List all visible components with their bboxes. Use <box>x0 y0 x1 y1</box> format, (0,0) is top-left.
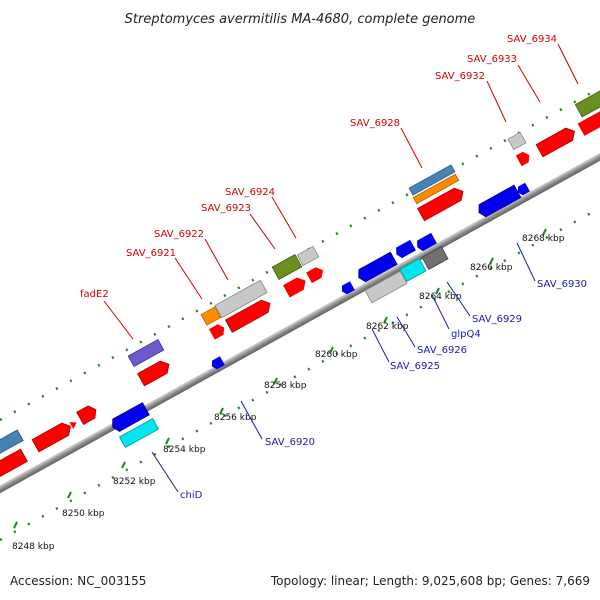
gene-label-sav6922[interactable]: SAV_6922 <box>154 229 204 240</box>
feature-blue-sav6926b[interactable] <box>414 232 437 253</box>
feature-gray-sav6925[interactable] <box>364 270 408 304</box>
tick-label: 8250 kbp <box>62 509 105 519</box>
feature-orange-sav6921[interactable] <box>200 306 222 326</box>
tick-label: 8256 kbp <box>214 413 257 423</box>
map-title: Streptomyces avermitilis MA-4680, comple… <box>125 12 476 27</box>
feature-red-sav6923[interactable] <box>224 297 273 333</box>
gene-label-sav6926[interactable]: SAV_6926 <box>417 345 467 356</box>
feature-olive-sav6924[interactable] <box>271 254 303 280</box>
feature-red-sav6921[interactable] <box>208 322 227 340</box>
feature-purple-fade2[interactable] <box>127 338 165 368</box>
gene-label-sav6925[interactable]: SAV_6925 <box>390 361 440 372</box>
feature-blue-sav6925[interactable] <box>355 251 398 284</box>
tick-label: 8248 kbp <box>12 542 55 552</box>
feature-red-6924a[interactable] <box>282 275 309 298</box>
gene-label-glpq4[interactable]: glpQ4 <box>451 329 481 340</box>
feature-red-2[interactable] <box>31 420 74 453</box>
gene-label-sav6933[interactable]: SAV_6933 <box>467 54 517 65</box>
feature-red-sav6928[interactable] <box>417 185 467 222</box>
feature-red-6924b[interactable] <box>306 265 326 284</box>
gene-label-chid[interactable]: chiD <box>180 490 203 501</box>
feature-blue-sav6926a[interactable] <box>393 239 416 260</box>
feature-steelblue-left[interactable] <box>0 429 24 455</box>
feature-blue-small-3[interactable] <box>515 182 530 197</box>
accession-text: Accession: NC_003155 <box>10 574 146 588</box>
feature-steelblue-sav6928[interactable] <box>408 164 456 196</box>
feature-darkgray-sav6929[interactable] <box>421 246 449 270</box>
feature-blue-small-2[interactable] <box>339 281 355 296</box>
tick-label: 8268 kbp <box>522 234 565 244</box>
feature-orange-sav6928[interactable] <box>412 173 460 205</box>
feature-red-sav6932[interactable] <box>515 150 532 167</box>
feature-red-fade2[interactable] <box>137 358 173 387</box>
feature-cyan-chid[interactable] <box>118 417 160 449</box>
feature-blue-sav6920[interactable] <box>109 402 150 434</box>
feature-blue-sav6930[interactable] <box>476 184 522 219</box>
tick-label: 8252 kbp <box>113 477 156 487</box>
scale-ticks: 8248 kbp 8250 kbp 8252 kbp 8254 kbp 8256… <box>12 228 565 552</box>
gene-label-fade2[interactable]: fadE2 <box>80 289 109 300</box>
tick-label: 8258 kbp <box>264 381 307 391</box>
feature-gray-sav6922[interactable] <box>214 279 268 319</box>
genome-summary-text: Topology: linear; Length: 9,025,608 bp; … <box>270 574 590 588</box>
feature-cyan-glpq4[interactable] <box>399 258 427 282</box>
gene-label-sav6934[interactable]: SAV_6934 <box>507 34 557 45</box>
tick-label: 8266 kbp <box>470 263 513 273</box>
feature-red-left[interactable] <box>0 448 28 478</box>
gene-label-sav6930[interactable]: SAV_6930 <box>537 279 587 290</box>
feature-gray-small[interactable] <box>296 245 320 267</box>
gene-label-sav6924[interactable]: SAV_6924 <box>225 187 275 198</box>
feature-red-small[interactable] <box>69 419 78 429</box>
gene-label-sav6920[interactable]: SAV_6920 <box>265 437 315 448</box>
gene-label-sav6932[interactable]: SAV_6932 <box>435 71 485 82</box>
top-leader-lines <box>103 43 579 340</box>
tick-label: 8254 kbp <box>163 445 206 455</box>
feature-red-sav6934[interactable] <box>577 108 600 136</box>
feature-red-sav6933[interactable] <box>535 125 578 158</box>
gene-label-sav6921[interactable]: SAV_6921 <box>126 248 176 259</box>
features <box>0 90 600 478</box>
tick-label: 8260 kbp <box>315 350 358 360</box>
bottom-leader-lines <box>151 242 536 493</box>
tick-label: 8262 kbp <box>366 322 409 332</box>
feature-olive-sav6934[interactable] <box>574 90 600 118</box>
tick-label: 8264 kbp <box>419 292 462 302</box>
feature-gray-sav6932[interactable] <box>507 131 527 151</box>
gene-label-sav6928[interactable]: SAV_6928 <box>350 118 400 129</box>
gene-label-sav6923[interactable]: SAV_6923 <box>201 203 251 214</box>
gene-label-sav6929[interactable]: SAV_6929 <box>472 314 522 325</box>
feature-red-3[interactable] <box>76 404 100 426</box>
feature-blue-small[interactable] <box>209 356 225 371</box>
